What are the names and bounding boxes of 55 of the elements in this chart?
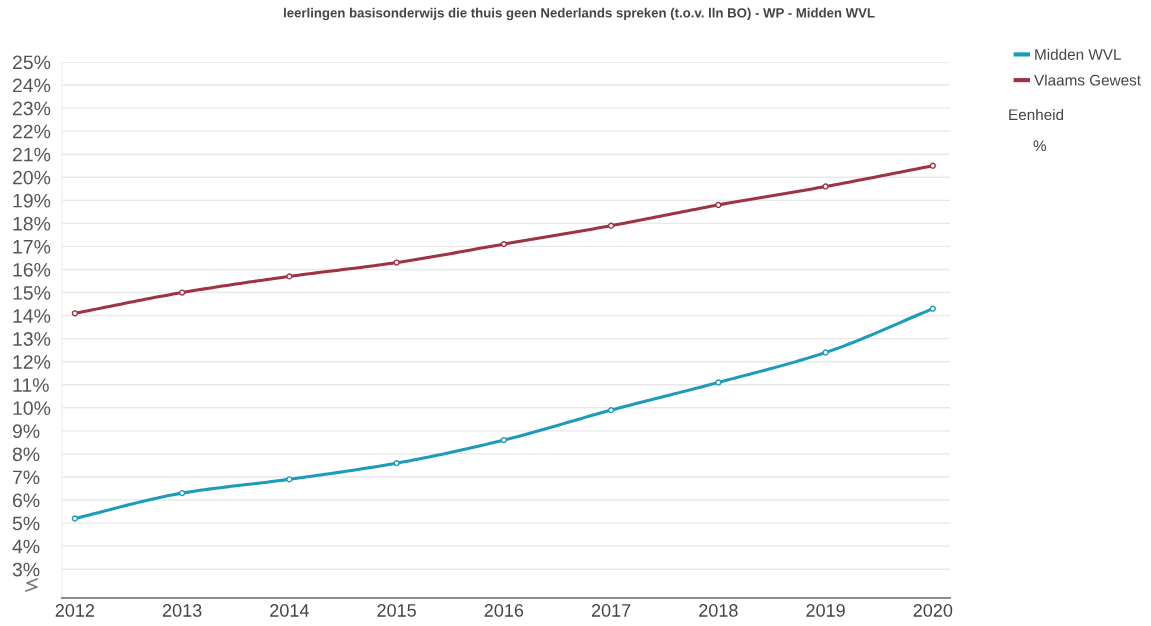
legend-label: Midden WVL bbox=[1035, 48, 1121, 60]
point bbox=[822, 183, 829, 190]
x-tick-label: 2014 bbox=[270, 604, 309, 617]
point bbox=[607, 406, 615, 414]
legend-label: Vlaams Gewest bbox=[1034, 74, 1141, 86]
point bbox=[500, 240, 507, 248]
y-tick-label: 3% bbox=[12, 562, 40, 577]
y-tick-label: 19% bbox=[13, 193, 51, 208]
point bbox=[500, 436, 507, 444]
point bbox=[607, 222, 615, 229]
y-tick-label: 4% bbox=[12, 539, 40, 554]
point bbox=[393, 460, 400, 467]
text: % bbox=[1033, 140, 1047, 152]
y-tick-label: 16% bbox=[13, 262, 51, 277]
y-tick-label: 15% bbox=[13, 286, 51, 300]
x-tick-label: 2015 bbox=[377, 604, 416, 617]
point bbox=[929, 162, 936, 169]
y-tick-label: 20% bbox=[12, 170, 51, 185]
y-tick-label: 5% bbox=[12, 516, 40, 531]
x-tick-label: 2020 bbox=[913, 604, 953, 617]
y-tick-label: 13% bbox=[13, 332, 51, 346]
y-tick-label: 17% bbox=[13, 239, 51, 254]
y-tick-label: 21% bbox=[12, 147, 51, 162]
x-tick-label: 2019 bbox=[806, 604, 845, 617]
x-tick-label: 2018 bbox=[699, 604, 738, 617]
point bbox=[286, 273, 293, 280]
x-tick-label: 2012 bbox=[55, 604, 95, 617]
y-tick-label: 24% bbox=[12, 78, 51, 93]
point bbox=[178, 289, 186, 296]
y-tick-label: 14% bbox=[13, 309, 51, 323]
x-tick-label: 2013 bbox=[162, 604, 202, 617]
y-tick-label: 18% bbox=[13, 216, 51, 231]
y-tick-label: 9% bbox=[12, 424, 40, 439]
chart-title: leerlingen basisonderwijs die thuis geen Nederlands spreken (t.o.v. lln BO) - WP - Midden WVL bbox=[283, 7, 875, 21]
y-tick-label: 25% bbox=[12, 55, 51, 70]
text: Eenheid bbox=[1009, 108, 1064, 121]
y-tick-label: 12% bbox=[13, 355, 51, 369]
point bbox=[71, 310, 78, 317]
point bbox=[929, 305, 936, 312]
y-tick-label: 22% bbox=[12, 124, 51, 139]
point bbox=[178, 489, 186, 497]
point bbox=[715, 201, 722, 209]
y-tick-label: 8% bbox=[12, 447, 40, 462]
y-tick-label: 7% bbox=[13, 470, 40, 485]
x-tick-label: 2017 bbox=[591, 604, 631, 617]
point bbox=[71, 515, 78, 522]
x-tick-label: 2016 bbox=[484, 604, 524, 617]
y-tick-label: 10% bbox=[13, 401, 51, 416]
y-tick-label: 23% bbox=[12, 101, 51, 116]
y-tick-label: 11% bbox=[13, 378, 49, 392]
y-tick-label: 6% bbox=[12, 493, 40, 508]
point bbox=[715, 379, 722, 386]
point bbox=[286, 476, 293, 483]
point bbox=[822, 349, 829, 356]
point bbox=[393, 259, 400, 266]
